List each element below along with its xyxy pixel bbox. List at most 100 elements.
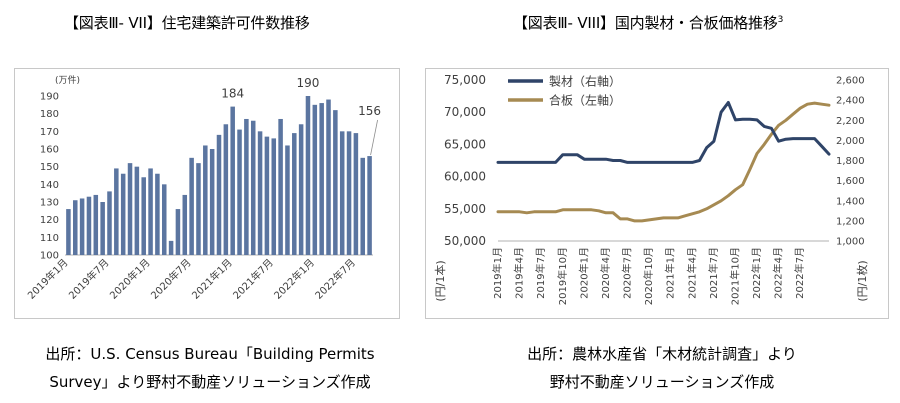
y-tick-label: 160 [40, 145, 59, 156]
y-right-tick-label: 1,200 [836, 216, 865, 227]
x-tick-label: 2019年1月 [25, 256, 71, 302]
bar [298, 124, 304, 255]
y-left-tick-label: 70,000 [444, 105, 486, 119]
bar [312, 104, 318, 255]
y-left-tick-label: 75,000 [444, 73, 486, 87]
y-right-tick-label: 2,400 [836, 96, 865, 107]
x-tick-label: 2020年7月 [621, 247, 634, 299]
bar [93, 194, 99, 255]
x-tick-label: 2020年10月 [642, 247, 655, 305]
bar [79, 198, 85, 255]
bar [292, 133, 297, 255]
x-tick-label: 2022年7月 [312, 256, 358, 302]
legend-label: 合板（左軸） [549, 93, 621, 108]
y-left-tick-label: 50,000 [444, 234, 486, 248]
y-tick-label: 110 [40, 233, 59, 244]
x-tick-label: 2020年1月 [577, 247, 590, 299]
y-tick-label: 170 [40, 127, 59, 138]
bar [141, 177, 146, 255]
x-tick-label: 2022年1月 [750, 247, 763, 299]
bar [305, 96, 311, 255]
bar [66, 209, 71, 255]
y-left-tick-label: 55,000 [444, 202, 486, 216]
bar [271, 138, 277, 255]
building-permits-bar-chart: (万件) 100 110 120 130 140 150 160 170 180 190 2019年1… [25, 74, 381, 302]
data-label-leader-line [370, 119, 378, 156]
data-label: 184 [221, 87, 244, 101]
series-line [496, 101, 831, 164]
bar [120, 173, 126, 255]
bar [148, 168, 153, 255]
x-tick-label: 2021年1月 [664, 247, 677, 299]
lumber-plywood-price-line-chart: 50,000 55,000 60,000 65,000 70,000 75,000 1,00… [433, 73, 869, 305]
x-tick-label: 2020年1月 [107, 256, 153, 302]
legend-label: 製材（右軸） [549, 74, 621, 89]
bar [127, 163, 133, 255]
bar [73, 200, 78, 255]
x-tick-label: 2019年7月 [66, 256, 112, 302]
right-source-note: 出所：農林水産省「木材統計調査」より 野村不動産ソリューションズ作成 [452, 340, 872, 396]
bar [189, 157, 194, 255]
data-label: 190 [297, 76, 320, 90]
y-tick-label: 100 [40, 251, 59, 262]
x-tick-label: 2019年10月 [556, 247, 569, 305]
right-source-line-2: 野村不動産ソリューションズ作成 [549, 373, 775, 391]
x-tick-label: 2020年7月 [148, 256, 194, 302]
y-right-tick-label: 2,200 [836, 116, 865, 127]
bar [114, 168, 119, 255]
bar [367, 156, 372, 255]
bar [353, 133, 359, 255]
bar [100, 202, 105, 255]
footnote-marker: 3 [777, 15, 784, 25]
x-tick-label: 2021年4月 [685, 247, 698, 299]
left-source-line-2: Survey」より野村不動産ソリューションズ作成 [49, 373, 371, 391]
bar [161, 184, 167, 255]
right-chart-frame: 50,000 55,000 60,000 65,000 70,000 75,000 1,00… [425, 68, 889, 319]
left-chart-title: 【図表Ⅲ- VII】住宅建築許可件数推移 [64, 14, 310, 32]
x-tick-label: 2020年4月 [599, 247, 612, 299]
left-source-note: 出所：U.S. Census Bureau「Building Permits S… [0, 340, 420, 396]
x-tick-label: 2022年7月 [793, 247, 806, 299]
y-right-tick-label: 1,000 [836, 237, 865, 248]
bar [360, 157, 365, 255]
bar [155, 173, 160, 255]
x-tick-label: 2019年7月 [534, 247, 547, 299]
x-tick-label: 2021年7月 [707, 247, 720, 299]
bar [278, 118, 283, 255]
y-right-tick-label: 1,600 [836, 176, 865, 187]
bar [333, 110, 338, 255]
x-tick-label: 2021年10月 [728, 247, 741, 305]
y-right-tick-label: 1,800 [836, 156, 865, 167]
y-tick-label: 120 [40, 215, 59, 226]
bar [244, 118, 249, 255]
bar [209, 149, 215, 255]
bar [319, 103, 324, 255]
bar [250, 120, 256, 255]
y-right-tick-label: 2,000 [836, 136, 865, 147]
y-tick-label: 130 [40, 198, 59, 209]
bar [107, 191, 112, 255]
bar [86, 196, 92, 255]
y-tick-label: 180 [40, 109, 59, 120]
left-source-line-1: 出所：U.S. Census Bureau「Building Permits [45, 345, 375, 363]
y-tick-label: 150 [40, 162, 59, 173]
y-tick-label: 190 [40, 92, 59, 103]
right-chart-title: 【図表Ⅲ- VIII】国内製材・合板価格推移3 [513, 12, 783, 33]
y-right-tick-label: 1,400 [836, 196, 865, 207]
y-axis-unit: (万件) [55, 74, 80, 86]
y-left-tick-label: 60,000 [444, 170, 486, 184]
bar [182, 194, 188, 255]
right-source-line-1: 出所：農林水産省「木材統計調査」より [527, 345, 797, 363]
y-right-axis-title: (円/1枚) [855, 260, 869, 301]
x-tick-label: 2022年4月 [772, 247, 785, 299]
data-label: 156 [358, 104, 381, 118]
x-tick-label: 2021年7月 [230, 256, 276, 302]
bar [285, 145, 290, 255]
x-tick-label: 2021年1月 [189, 256, 235, 302]
bar [339, 131, 345, 255]
bar [237, 129, 242, 255]
bar [264, 136, 270, 255]
bar [346, 131, 352, 255]
x-tick-label: 2019年4月 [513, 247, 526, 299]
y-left-tick-label: 65,000 [444, 137, 486, 151]
